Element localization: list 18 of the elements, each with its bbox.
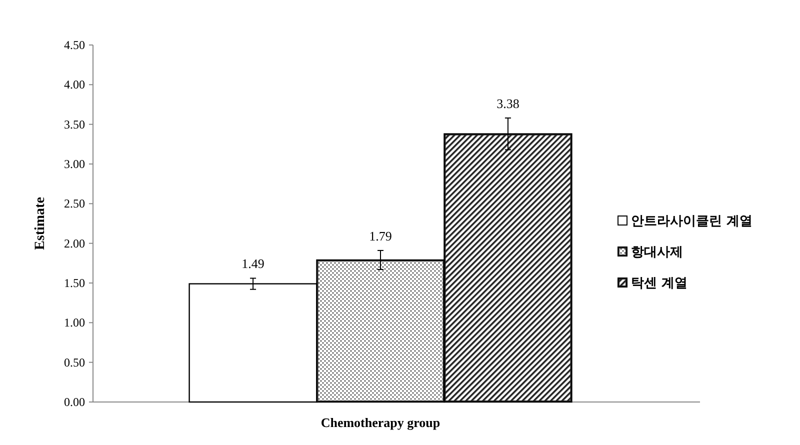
y-tick-label: 1.00 <box>64 316 85 330</box>
y-tick-label: 3.50 <box>64 117 85 132</box>
y-tick-label: 3.00 <box>64 157 85 171</box>
y-tick-label: 0.00 <box>64 395 85 409</box>
legend-label: 안트라사이클린 계열 <box>631 214 753 229</box>
legend-label: 항대사제 <box>631 245 683 260</box>
y-tick-label: 2.00 <box>64 236 85 250</box>
y-tick-label: 4.00 <box>64 78 85 92</box>
data-label: 1.79 <box>369 228 392 244</box>
y-tick-label: 1.50 <box>64 276 85 290</box>
legend-label: 탁센 계열 <box>631 276 688 291</box>
y-axis-title: Estimate <box>33 197 48 250</box>
y-tick-label: 0.50 <box>64 355 85 370</box>
y-tick-label: 2.50 <box>64 196 85 211</box>
y-tick-label: 4.50 <box>64 38 85 52</box>
data-label: 3.38 <box>496 96 520 111</box>
data-label: 1.49 <box>242 256 264 272</box>
x-axis-title: Chemotherapy group <box>320 415 440 430</box>
